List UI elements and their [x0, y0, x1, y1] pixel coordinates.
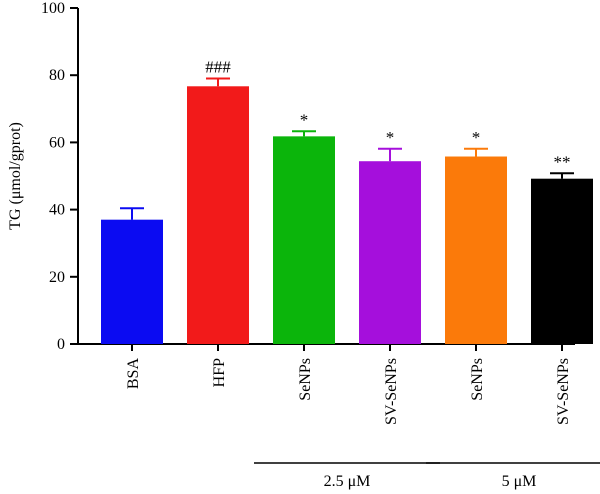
- significance-label: *: [472, 128, 481, 147]
- y-tick-label: 60: [49, 134, 65, 151]
- x-tick-label: BSA: [125, 358, 142, 390]
- group-label: 5 μM: [502, 473, 537, 490]
- x-tick-label: SV-SeNPs: [383, 358, 400, 425]
- x-tick-label: SV-SeNPs: [555, 358, 572, 425]
- significance-label: **: [554, 152, 571, 171]
- x-tick-label: SeNPs: [469, 358, 486, 401]
- plot-area: 0 20 40 60 80 100 BSA ### HFP * SeNPs * SV-SeNPs * SeN…: [41, 0, 600, 490]
- bar: [359, 161, 421, 344]
- y-tick-label: 0: [57, 336, 65, 353]
- x-tick-label: HFP: [211, 358, 228, 387]
- significance-label: *: [386, 128, 395, 147]
- bar: [445, 156, 507, 344]
- group-label: 2.5 μM: [324, 473, 371, 490]
- y-tick-label: 20: [49, 269, 65, 286]
- significance-label: *: [300, 110, 309, 129]
- bar: [187, 86, 249, 345]
- bar: [101, 219, 163, 344]
- bar: [273, 136, 335, 344]
- y-axis-title: TG (μmol/gprot): [7, 122, 24, 230]
- y-tick-label: 80: [49, 67, 65, 84]
- significance-label: ###: [205, 58, 231, 77]
- x-tick-label: SeNPs: [297, 358, 314, 401]
- y-tick-label: 100: [41, 0, 65, 17]
- bar: [531, 178, 593, 344]
- y-tick-label: 40: [49, 202, 65, 219]
